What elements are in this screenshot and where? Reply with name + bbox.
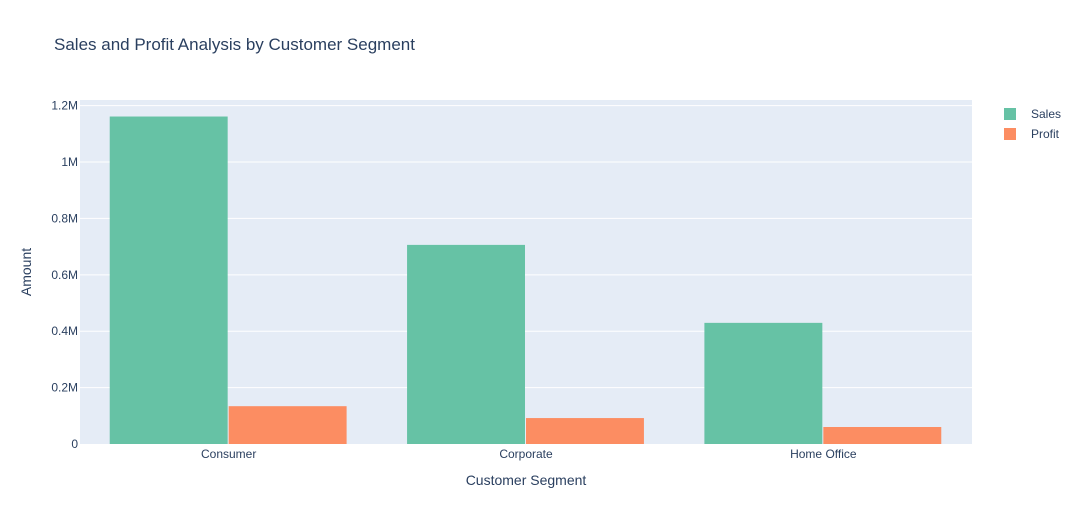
y-tick-label: 0.4M: [51, 324, 78, 338]
legend-label-profit: Profit: [1031, 127, 1060, 141]
legend-swatch-sales: [1004, 108, 1016, 120]
bar-sales-corporate: [407, 244, 525, 444]
y-tick-label: 0: [71, 437, 78, 451]
y-tick-label: 0.6M: [51, 268, 78, 282]
legend: Sales Profit: [1004, 107, 1061, 141]
bar-sales-consumer: [109, 116, 228, 444]
x-tick-label: Home Office: [790, 447, 857, 461]
y-tick-label: 1M: [61, 155, 78, 169]
plot-area: [80, 100, 972, 444]
y-tick-label: 0.8M: [51, 211, 78, 225]
bar-profit-consumer: [228, 406, 347, 444]
y-tick-label: 1.2M: [51, 99, 78, 113]
y-axis-title: Amount: [18, 248, 34, 296]
legend-label-sales: Sales: [1031, 107, 1061, 121]
x-axis-title: Customer Segment: [466, 472, 587, 488]
x-tick-label: Consumer: [201, 447, 256, 461]
x-tick-label: Corporate: [499, 447, 553, 461]
gridlines: [80, 105, 972, 389]
bars: [109, 116, 942, 444]
y-tick-label: 0.2M: [51, 381, 78, 395]
x-axis-ticks: Consumer Corporate Home Office: [201, 447, 857, 461]
legend-swatch-profit: [1004, 128, 1016, 140]
chart-title: Sales and Profit Analysis by Customer Se…: [54, 35, 415, 54]
y-axis-ticks: 0 0.2M 0.4M 0.6M 0.8M 1M 1.2M: [51, 99, 78, 451]
bar-sales-home-office: [704, 322, 823, 444]
bar-profit-home-office: [823, 426, 942, 444]
bar-profit-corporate: [526, 418, 644, 444]
